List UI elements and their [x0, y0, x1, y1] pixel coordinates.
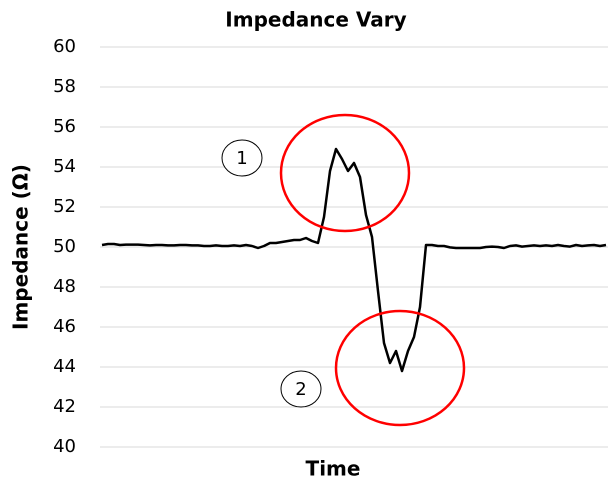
y-tick-label: 48	[53, 276, 76, 297]
y-tick-label: 56	[53, 116, 76, 137]
y-tick-label: 58	[53, 76, 76, 97]
highlight-ellipse	[334, 309, 466, 427]
annotation-circle	[221, 139, 263, 177]
annotation-circle	[280, 370, 322, 408]
y-tick-label: 50	[53, 236, 76, 257]
chart-title: Impedance Vary	[225, 8, 406, 32]
y-axis-label: Impedance (Ω)	[9, 164, 33, 330]
y-tick-label: 42	[53, 396, 76, 417]
highlight-ellipse	[279, 113, 411, 233]
grid	[100, 46, 608, 448]
y-tick-label: 46	[53, 316, 76, 337]
y-tick-label: 44	[53, 356, 76, 377]
annotation: 1	[236, 148, 247, 169]
annotation: 2	[295, 379, 306, 400]
y-tick-label: 54	[53, 156, 76, 177]
y-tick-label: 60	[53, 36, 76, 57]
y-tick-label: 40	[53, 436, 76, 457]
x-axis-label: Time	[306, 457, 361, 481]
data-line	[101, 147, 607, 373]
y-tick-label: 52	[53, 196, 76, 217]
